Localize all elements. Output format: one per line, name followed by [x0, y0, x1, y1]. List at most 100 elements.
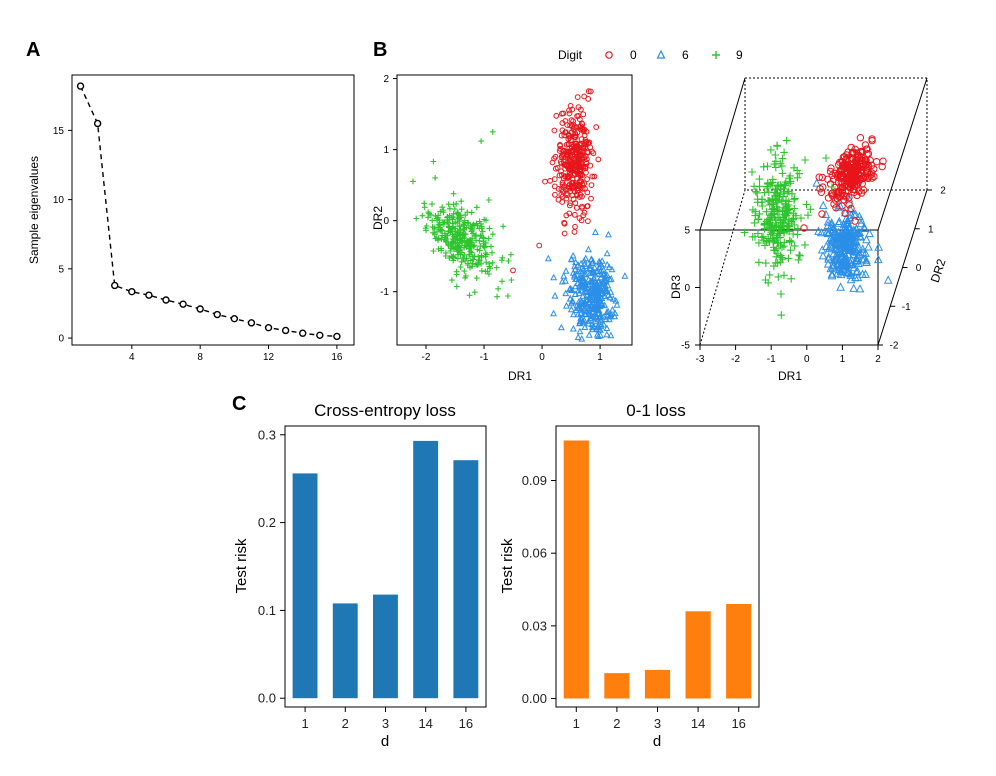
scatter2d-point-digit-9: [467, 223, 474, 230]
scatter2d-point-digit-9: [454, 283, 460, 290]
scatter2d-point-digit-9: [486, 225, 493, 232]
scatter3d-point-digit-9: [776, 218, 785, 227]
scatter2d-point-digit-0: [583, 128, 590, 135]
scatter2d-point-digit-9: [429, 217, 436, 224]
scatter3d-point-digit-9: [773, 142, 781, 150]
scatter2d-point-digit-0: [573, 205, 580, 211]
scatter2d-point-digit-9: [473, 232, 479, 238]
scatter2d-point-digit-0: [547, 177, 553, 184]
scatter2d-point-digit-6: [569, 324, 577, 332]
scatter3d-point-digit-6: [849, 225, 859, 234]
scatter2d-point-digit-6: [591, 282, 599, 289]
legend-label-0: 0: [630, 48, 637, 62]
scatter2d-point-digit-6: [574, 261, 582, 268]
scatter3d-point-digit-6: [818, 200, 828, 210]
scatter3d-point-digit-6: [831, 240, 841, 249]
scatter2d-point-digit-0: [576, 163, 582, 169]
scatter2d-point-digit-6: [576, 327, 584, 335]
scatter2d-point-digit-0: [577, 177, 583, 184]
scatter2d-point-digit-9: [423, 227, 429, 234]
scatter3d-point-digit-6: [855, 249, 864, 258]
scatter2d-point-digit-6: [621, 272, 629, 279]
scatter2d-point-digit-9: [477, 233, 484, 239]
scatter2d-point-digit-9: [442, 253, 449, 259]
scatter2d-point-digit-9: [421, 200, 428, 207]
scatter3d-point-digit-9: [790, 195, 798, 204]
scatter3d-point-digit-9: [748, 168, 756, 176]
ce-bars: [292, 440, 479, 699]
scatter3d-point-digit-9: [786, 246, 795, 255]
scatter3d-point-digit-0: [830, 183, 839, 192]
scatter2d-point-digit-9: [458, 206, 465, 213]
eigen-ylabel: Sample eigenvalues: [27, 156, 41, 264]
eigen-point: [179, 300, 187, 308]
scatter2d-point-digit-6: [609, 295, 617, 302]
scatter3d-point-digit-6: [840, 208, 850, 217]
scatter2d-point-digit-9: [423, 223, 430, 229]
scatter2d-point-digit-6: [578, 297, 586, 305]
scatter2d-point-digit-9: [445, 201, 452, 208]
scatter3d-point-digit-6: [855, 227, 865, 236]
scatter2d-point-digit-6: [566, 294, 574, 302]
panel-label-a: A: [26, 39, 40, 61]
scatter2d-axes: -2 -1 0 1 -1 0 1 2: [380, 74, 603, 363]
scatter2d-point-digit-9: [451, 254, 457, 261]
scatter2d-point-digit-6: [580, 256, 588, 264]
scatter3d-point-digit-9: [740, 228, 749, 237]
scatter3d-point-digit-9: [794, 256, 803, 264]
scatter3d-point-digit-0: [826, 167, 835, 176]
scatter3d-point-digit-9: [772, 252, 781, 261]
scatter2d-point-digit-9: [478, 225, 485, 232]
scatter3d-xlabel: DR1: [778, 369, 802, 383]
scatter2d-point-digit-0: [558, 132, 565, 139]
scatter2d-point-digit-9: [483, 217, 489, 224]
ce-axes: 1 2 3 14 16 0.0 0.1 0.2 0.3: [258, 427, 473, 731]
scatter2d-point-digit-9: [476, 218, 483, 225]
scatter2d-point-digit-0: [561, 161, 568, 168]
scatter3d-point-digit-9: [765, 219, 774, 227]
s3d-xtick-label: -3: [696, 354, 705, 365]
scatter3d-point-digit-6: [847, 226, 857, 235]
scatter2d-point-digit-0: [572, 149, 579, 156]
zo-title: 0-1 loss: [626, 401, 686, 420]
scatter3d-point-digit-9: [765, 197, 774, 205]
scatter3d-point-digit-6: [842, 259, 852, 268]
zo-chart: 0-1 loss 1 2 3 14 16 0.00 0.03 0.06 0.09 d Test …: [499, 401, 760, 750]
s2d-xtick-label: 1: [597, 352, 603, 363]
scatter2d-point-digit-0: [577, 126, 584, 133]
scatter3d-point-digit-9: [771, 151, 780, 159]
scatter3d-point-digit-9: [760, 188, 769, 197]
scatter3d-point-digit-9: [768, 181, 776, 189]
ce-xlabel: d: [381, 733, 389, 750]
scatter2d-point-digit-0: [576, 215, 583, 222]
scatter2d-point-digit-9: [500, 223, 507, 230]
scatter2d-point-digit-9: [489, 249, 495, 256]
scatter3d-point-digit-0: [851, 217, 859, 225]
scatter2d-point-digit-9: [440, 207, 447, 213]
eigen-point: [213, 310, 221, 319]
scatter2d-point-digit-0: [565, 140, 572, 147]
scatter2d-point-digit-0: [584, 189, 591, 196]
scatter3d-point-digit-0: [859, 174, 867, 183]
scatter2d-point-digit-6: [586, 264, 594, 271]
eigen-point: [93, 119, 102, 128]
scatter2d-point-digit-6: [561, 277, 569, 284]
scatter2d-point-digit-9: [454, 236, 461, 243]
scatter2d-point-digit-9: [429, 201, 435, 207]
scatter3d-point-digit-0: [845, 201, 853, 209]
scatter2d-point-digit-0: [585, 218, 591, 225]
s3d-xtick-label: 0: [804, 354, 810, 365]
scatter2d-point-digit-9: [458, 259, 465, 265]
scatter3d-point-digit-6: [839, 265, 848, 274]
scatter3d-point-digit-9: [790, 163, 798, 172]
scatter2d-point-digit-0: [557, 146, 564, 152]
ce-xtick-label: 14: [418, 716, 432, 731]
scatter3d-point-digit-0: [878, 162, 886, 171]
scatter2d-point-digit-9: [473, 275, 480, 281]
scatter2d-point-digit-9: [439, 204, 446, 211]
ce-ylabel: Test risk: [233, 538, 250, 594]
scatter2d-point-digit-0: [581, 93, 588, 100]
scatter2d-point-digit-9: [479, 228, 486, 235]
scatter3d-point-digit-0: [847, 174, 856, 183]
scatter3d-point-digit-0: [836, 158, 844, 167]
